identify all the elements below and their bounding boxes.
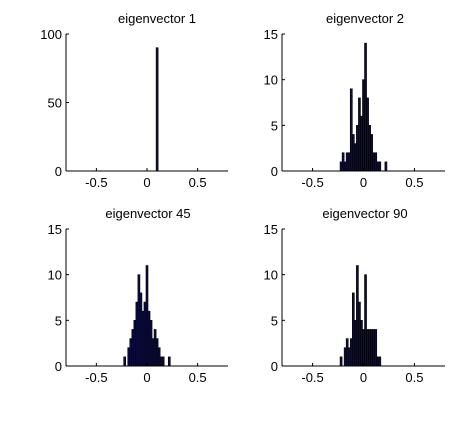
histogram-bar [378, 356, 382, 367]
histogram-bar [339, 161, 343, 172]
histogram-bar [370, 134, 373, 172]
histogram-bar [147, 310, 151, 367]
y-tick-label: 15 [48, 222, 62, 237]
histogram-bar [145, 265, 149, 367]
histogram-bar [345, 152, 349, 172]
histogram-bar [339, 356, 343, 367]
panel-title: eigenvector 2 [326, 11, 404, 26]
histogram-bar [155, 338, 159, 367]
y-tick-label: 10 [264, 73, 278, 88]
histogram-bar [347, 347, 351, 367]
x-tick-label: 0 [360, 175, 367, 190]
histogram-bar [364, 274, 367, 367]
histogram-bar [351, 134, 355, 172]
y-tick-label: 15 [264, 222, 278, 237]
panel-title: eigenvector 1 [118, 11, 196, 26]
histogram-bar [372, 329, 376, 367]
panel-eigenvector-90: eigenvector 90 -0.5 0 0.5 0 5 10 15 [264, 206, 445, 385]
y-tick-label: 10 [264, 268, 278, 283]
histogram-bar [364, 42, 367, 172]
x-tick-label: 0 [360, 370, 367, 385]
x-tick-label: -0.5 [301, 370, 323, 385]
histogram-bar [143, 301, 147, 367]
histogram-bar [155, 47, 159, 172]
histogram-bar [161, 356, 165, 367]
histogram-bar [384, 161, 388, 172]
histogram-bar [354, 320, 357, 367]
histogram-bar [151, 338, 155, 367]
histogram-bar [167, 356, 171, 367]
histogram-bar [135, 301, 139, 367]
histogram-bar [356, 125, 359, 172]
x-tick-label: 0 [143, 175, 150, 190]
histogram-bar [362, 329, 365, 367]
y-tick-label: 15 [264, 27, 278, 42]
x-tick-label: 0.5 [189, 175, 207, 190]
histogram-bar [378, 161, 382, 172]
y-tick-label: 10 [48, 268, 62, 283]
y-tick-label: 5 [271, 118, 278, 133]
histogram-bar [360, 115, 363, 172]
histogram-bar [376, 356, 380, 367]
y-tick-label: 50 [48, 96, 62, 111]
y-tick-label: 5 [55, 313, 62, 328]
histogram-bar [149, 320, 153, 367]
x-tick-label: 0 [143, 370, 150, 385]
x-tick-label: -0.5 [85, 175, 107, 190]
histogram-bar [368, 125, 371, 172]
panel-eigenvector-2: eigenvector 2 -0.5 0 0.5 0 5 10 15 [264, 11, 445, 190]
x-tick-label: 0.5 [405, 370, 423, 385]
y-tick-label: 0 [55, 359, 62, 374]
y-tick-label: 5 [271, 313, 278, 328]
panel-title: eigenvector 90 [322, 206, 407, 221]
histogram-bar [347, 152, 351, 172]
histogram-bar [362, 79, 365, 172]
panel-eigenvector-45: eigenvector 45 -0.5 0 0.5 0 5 10 15 [48, 206, 228, 385]
histogram-bar [343, 161, 347, 172]
histogram-bar [139, 292, 143, 367]
y-tick-label: 0 [55, 164, 62, 179]
histogram-bar [159, 356, 163, 367]
histogram-bar [127, 347, 131, 367]
histogram-bar [368, 329, 371, 367]
histogram-bar [131, 329, 135, 367]
histogram-bar [370, 329, 373, 367]
y-tick-label: 0 [271, 164, 278, 179]
histogram-bar [356, 265, 359, 367]
panel-title: eigenvector 45 [105, 206, 190, 221]
histogram-bar [351, 292, 355, 367]
y-tick-label: 0 [271, 359, 278, 374]
histogram-bar [123, 356, 127, 367]
histogram-bar [345, 338, 349, 367]
panel-eigenvector-1: eigenvector 1 -0.5 0 0.5 0 50 100 [40, 11, 228, 190]
histogram-bar [354, 143, 357, 172]
x-tick-label: 0.5 [405, 175, 423, 190]
x-tick-label: 0.5 [189, 370, 207, 385]
x-tick-label: -0.5 [85, 370, 107, 385]
histogram-bar [372, 152, 376, 172]
histogram-bar [360, 320, 363, 367]
histogram-bar [343, 347, 347, 367]
y-tick-label: 100 [40, 27, 62, 42]
x-tick-label: -0.5 [301, 175, 323, 190]
histogram-bar [376, 161, 380, 172]
